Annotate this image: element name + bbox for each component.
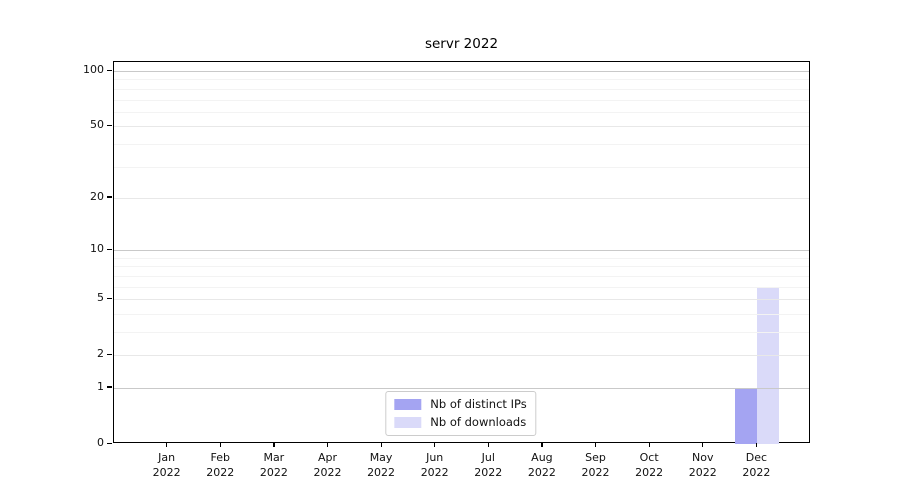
x-tick-label: Jul 2022: [474, 451, 503, 479]
x-tick-label: Mar 2022: [259, 451, 288, 479]
x-tick-mark: [273, 443, 275, 447]
x-tick-mark: [595, 443, 597, 447]
x-tick-label: Dec 2022: [742, 451, 771, 479]
x-tick-mark: [380, 443, 382, 447]
gridline-minor: [114, 331, 809, 333]
gridline-major: [114, 355, 809, 357]
gridline-minor: [114, 266, 809, 268]
x-tick-mark: [541, 443, 543, 447]
x-tick-label: Apr 2022: [313, 451, 342, 479]
x-tick-label: Sep 2022: [581, 451, 610, 479]
y-tick-label: 5: [97, 291, 104, 305]
x-tick-mark: [487, 443, 489, 447]
y-tick-mark: [107, 442, 112, 444]
x-tick-mark: [434, 443, 436, 447]
y-tick-mark: [107, 353, 112, 355]
gridline-minor: [114, 111, 809, 113]
x-tick-mark: [219, 443, 221, 447]
gridline-minor: [114, 166, 809, 168]
y-tick-label: 2: [97, 347, 104, 361]
legend-swatch: [394, 399, 422, 410]
x-tick-label: Nov 2022: [688, 451, 717, 479]
y-tick-mark: [107, 386, 112, 388]
y-tick-mark: [107, 124, 112, 126]
chart-title: servr 2022: [424, 36, 499, 52]
x-tick-label: Aug 2022: [527, 451, 556, 479]
gridline-minor: [114, 313, 809, 315]
y-tick-mark: [107, 248, 112, 250]
y-tick-label: 100: [83, 63, 104, 77]
x-tick-mark: [326, 443, 329, 447]
gridline-minor: [114, 257, 809, 259]
gridline-major: [114, 197, 809, 199]
x-tick-label: Jan 2022: [152, 451, 181, 479]
plot-area: [113, 61, 810, 444]
y-tick-label: 10: [90, 242, 104, 256]
y-tick-mark: [107, 297, 112, 299]
y-tick-mark: [107, 69, 112, 71]
gridline-decade: [114, 250, 809, 252]
gridline-minor: [114, 99, 809, 101]
gridline-major: [114, 126, 809, 128]
gridline-decade: [114, 71, 809, 73]
y-tick-label: 1: [97, 379, 104, 393]
gridline-decade: [114, 387, 809, 389]
legend-swatch: [394, 417, 422, 428]
legend: Nb of distinct IPs Nb of downloads: [385, 391, 537, 436]
x-tick-label: May 2022: [367, 451, 396, 479]
bar-nb-of-downloads: [757, 286, 780, 444]
y-tick-label: 50: [90, 118, 104, 132]
legend-label: Nb of downloads: [430, 415, 527, 429]
gridline-major: [114, 299, 809, 301]
x-tick-mark: [166, 443, 168, 447]
legend-item: Nb of downloads: [394, 415, 526, 430]
x-tick-label: Jun 2022: [420, 451, 449, 479]
x-tick-label: Oct 2022: [635, 451, 664, 479]
x-tick-label: Feb 2022: [206, 451, 235, 479]
legend-item: Nb of distinct IPs: [394, 397, 527, 412]
y-tick-label: 20: [90, 189, 104, 203]
x-tick-mark: [755, 443, 758, 447]
y-tick-label: 0: [97, 436, 104, 449]
gridline-minor: [114, 88, 809, 90]
gridline-minor: [114, 79, 809, 81]
x-tick-mark: [648, 443, 650, 447]
bar-nb-of-distinct-ips: [735, 387, 758, 444]
y-tick-mark: [107, 196, 112, 198]
gridline-minor: [114, 286, 809, 288]
x-tick-mark: [702, 443, 704, 447]
gridline-minor: [114, 275, 809, 277]
legend-label: Nb of distinct IPs: [430, 397, 527, 411]
gridline-minor: [114, 143, 809, 145]
